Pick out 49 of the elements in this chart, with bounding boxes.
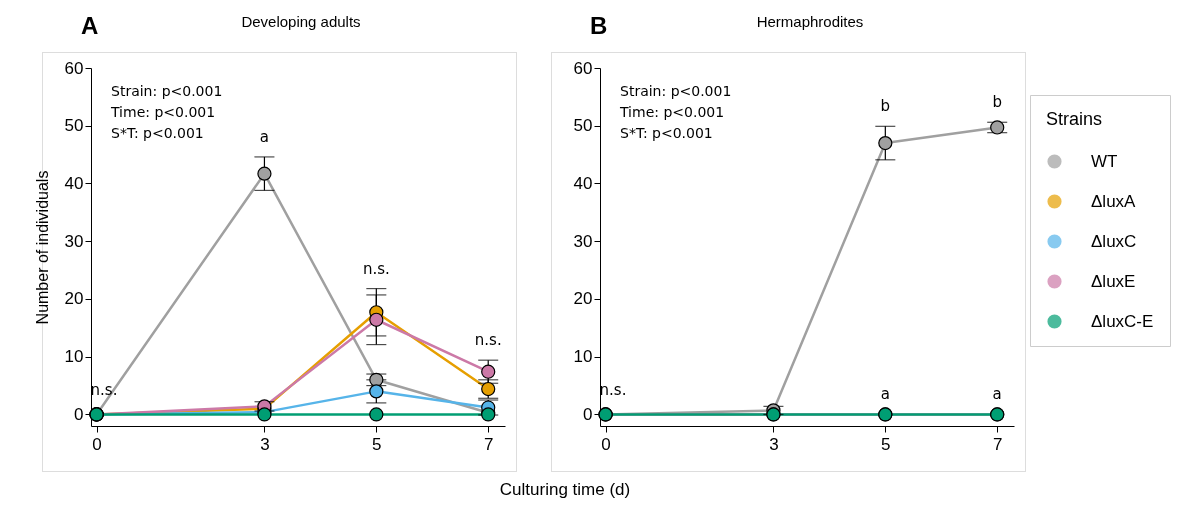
y-tick-label: 60 <box>64 58 84 78</box>
x-tick-label: 7 <box>483 434 494 454</box>
annotation: Time: p<0.001 <box>619 104 725 120</box>
chart-subtitle: Hermaphrodites <box>755 13 865 30</box>
legend-label: WT <box>1091 151 1118 171</box>
annotation: b <box>992 93 1002 112</box>
annotation: S*T: p<0.001 <box>111 125 204 141</box>
annotation: n.s. <box>474 331 502 350</box>
y-tick-label: 10 <box>64 347 84 367</box>
y-tick-label: 10 <box>573 347 593 367</box>
y-tick-label: 20 <box>64 289 84 309</box>
y-tick-label: 40 <box>573 173 593 193</box>
x-tick-label: 3 <box>769 434 779 454</box>
y-tick-label: 30 <box>64 231 84 251</box>
annotation: a <box>259 127 270 146</box>
x-tick-label: 0 <box>92 434 102 454</box>
annotation: a <box>880 385 890 404</box>
annotation: b <box>880 97 891 116</box>
y-tick-label: 50 <box>64 116 84 136</box>
y-tick-label: 40 <box>64 173 84 193</box>
y-tick-label: 50 <box>573 116 593 136</box>
legend-label: ΔluxC <box>1091 231 1137 251</box>
y-tick-label: 0 <box>583 404 593 424</box>
annotation: Strain: p<0.001 <box>111 83 223 99</box>
x-tick-label: 5 <box>372 434 382 454</box>
chart-title: B <box>590 12 608 40</box>
y-tick-label: 0 <box>74 404 84 424</box>
x-tick-label: 5 <box>881 434 891 454</box>
legend-label: ΔluxE <box>1091 271 1136 291</box>
annotation: S*T: p<0.001 <box>620 125 713 141</box>
annotation: n.s. <box>362 259 390 278</box>
x-tick-label: 3 <box>260 434 270 454</box>
legend-label: ΔluxA <box>1091 191 1137 211</box>
legend-title: Strains <box>1046 109 1103 129</box>
x-axis-title: Culturing time (d) <box>498 480 632 500</box>
annotation: Time: p<0.001 <box>110 104 216 120</box>
annotation: n.s. <box>90 381 118 400</box>
y-axis-title: Number of individuals <box>33 170 51 325</box>
x-tick-label: 7 <box>992 434 1003 454</box>
annotation: a <box>992 385 1002 404</box>
annotation: Strain: p<0.001 <box>620 83 732 99</box>
x-tick-label: 0 <box>601 434 611 454</box>
annotation: n.s. <box>599 381 627 400</box>
y-tick-label: 30 <box>573 231 593 251</box>
chart-subtitle: Developing adults <box>240 13 362 30</box>
legend-label: ΔluxC-E <box>1091 311 1154 331</box>
y-tick-label: 20 <box>573 289 593 309</box>
chart-title: A <box>81 12 99 40</box>
y-tick-label: 60 <box>573 58 593 78</box>
